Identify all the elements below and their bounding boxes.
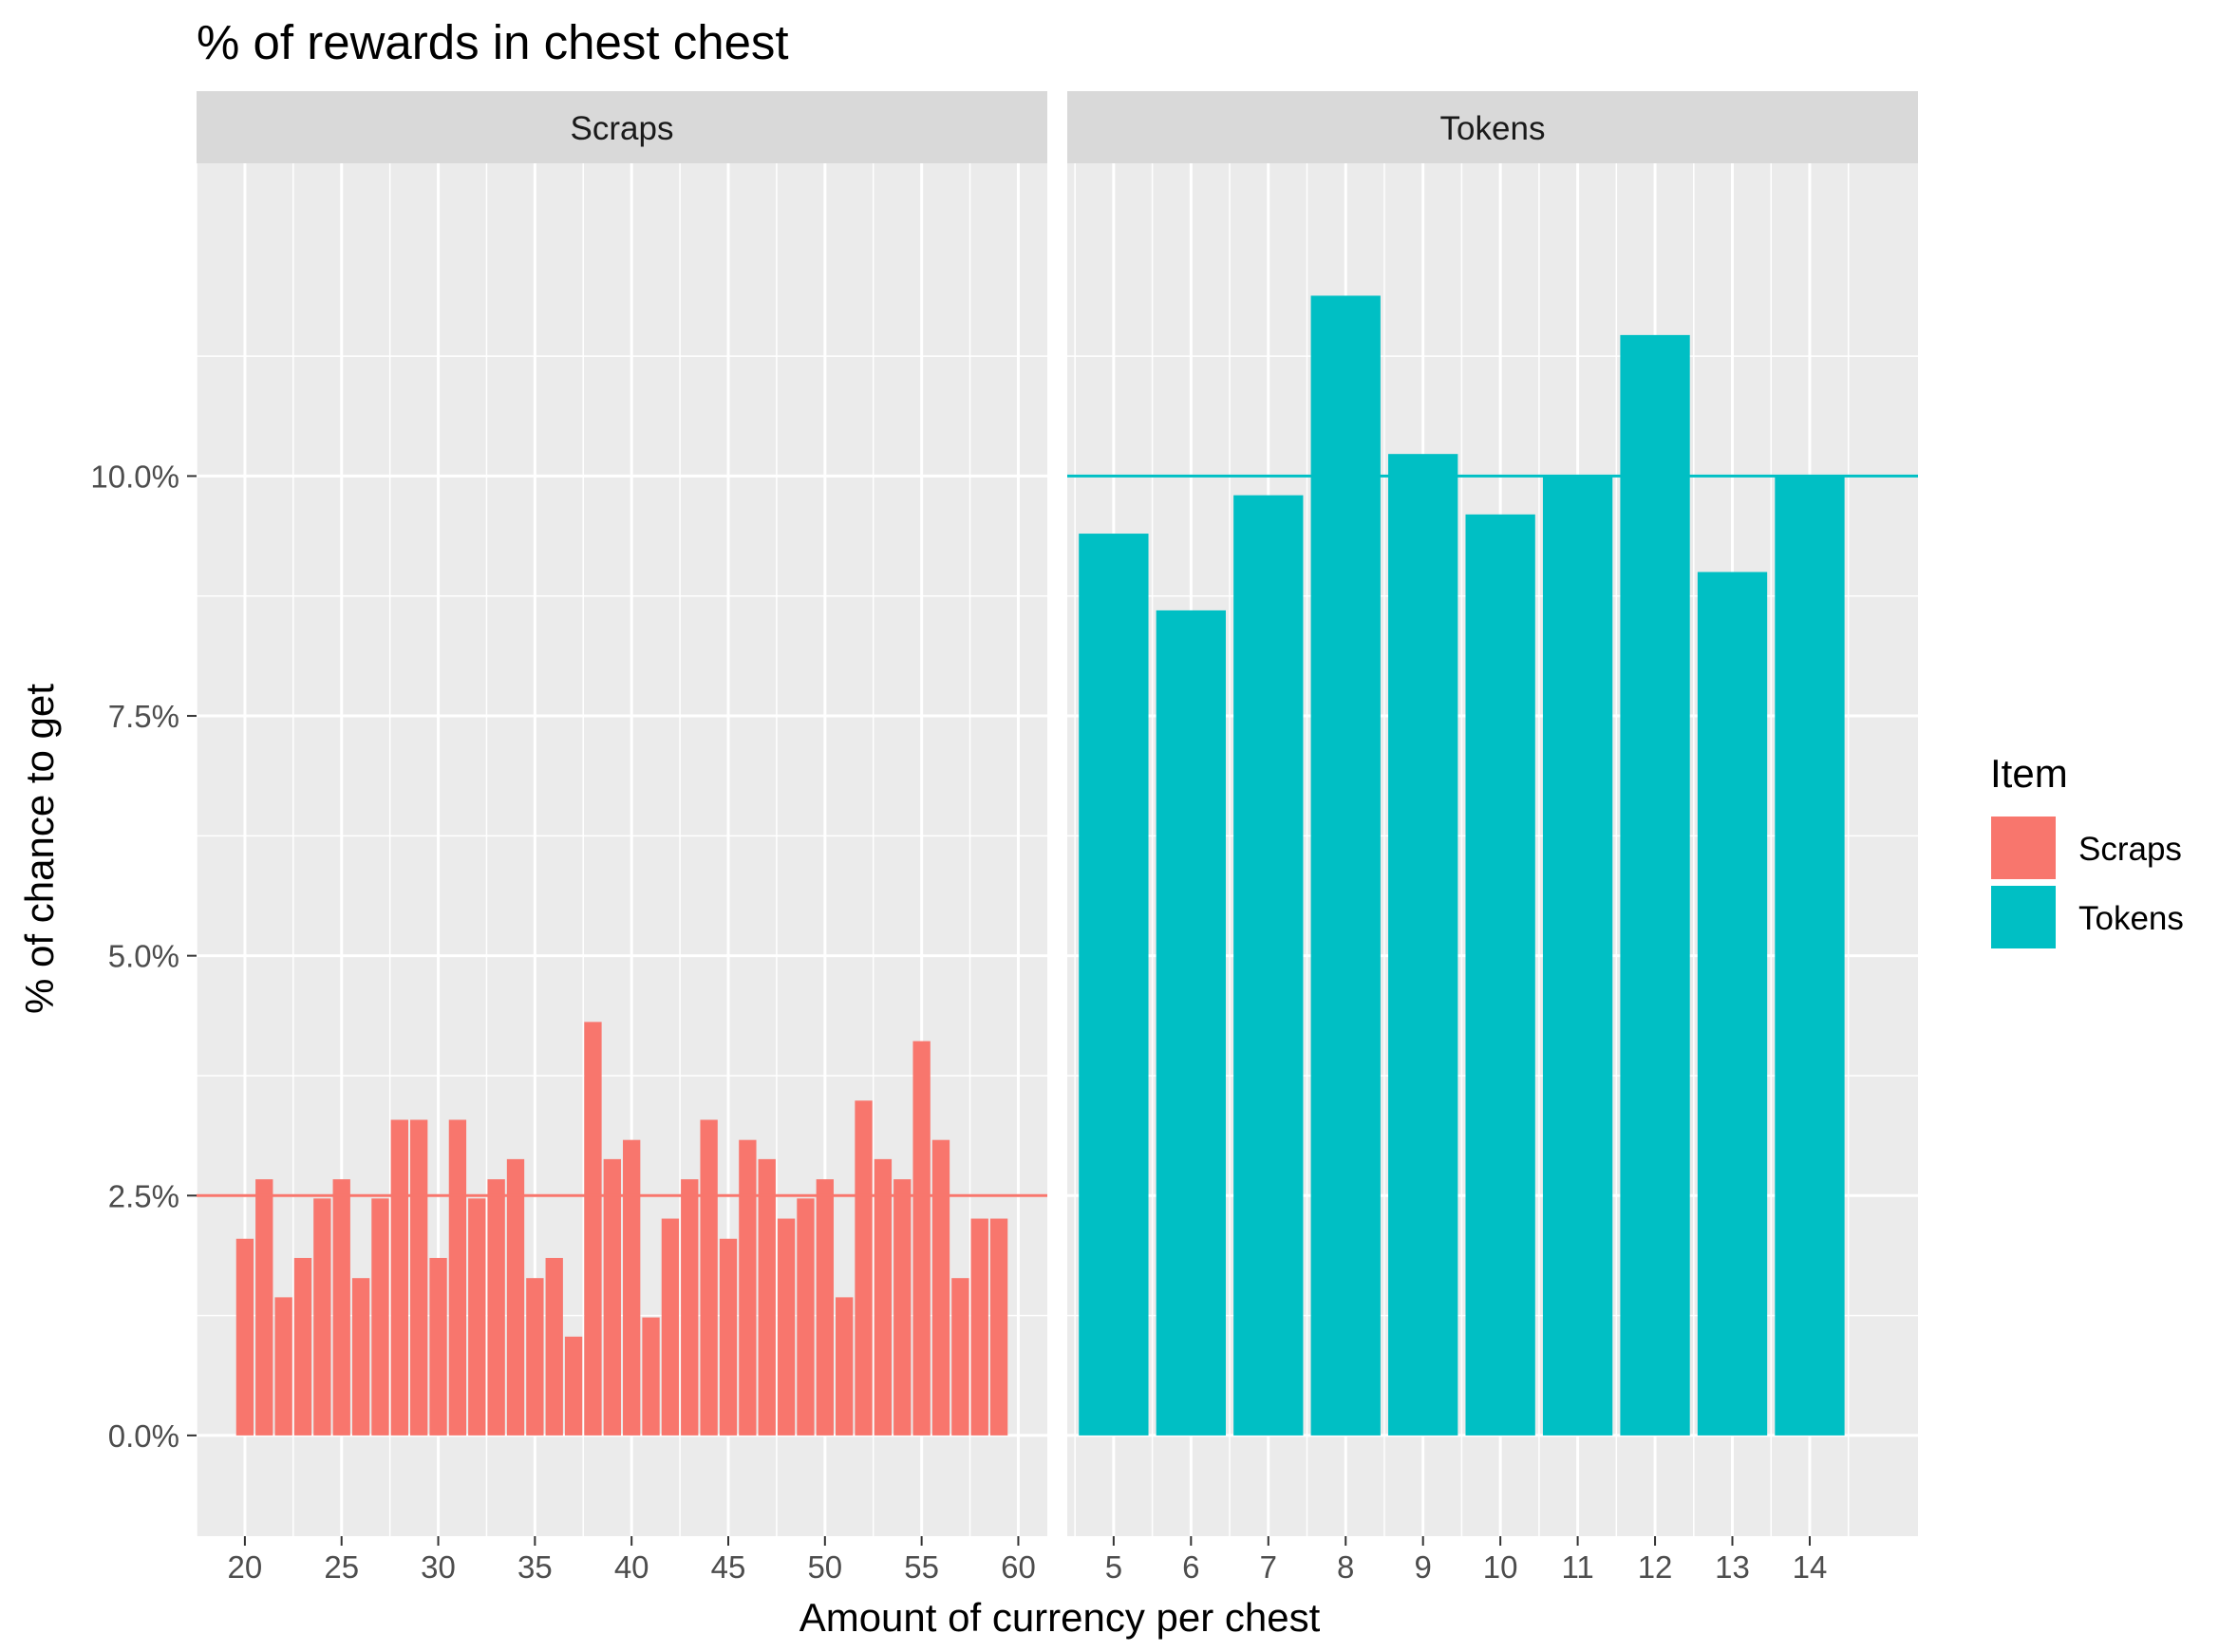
bar-tokens-7 [1233, 495, 1304, 1436]
bar-scraps-56 [931, 1139, 950, 1436]
chart-title: % of rewards in chest chest [197, 15, 789, 69]
bar-scraps-20 [235, 1238, 254, 1436]
x-tick-label-scraps: 40 [614, 1549, 649, 1585]
legend-key-scraps [1991, 817, 2056, 879]
bar-scraps-53 [874, 1158, 893, 1436]
legend-label-tokens: Tokens [2078, 900, 2184, 937]
y-tick-label: 2.5% [108, 1178, 179, 1213]
x-tick-label-tokens: 5 [1105, 1549, 1122, 1585]
legend-title: Item [1990, 751, 2068, 796]
x-tick-label-scraps: 20 [228, 1549, 263, 1585]
x-tick-label-tokens: 8 [1337, 1549, 1354, 1585]
bar-scraps-22 [274, 1297, 292, 1436]
bar-scraps-51 [836, 1297, 854, 1436]
panel-scraps: Scraps 20 25 30 35 40 45 50 55 60 [196, 91, 1047, 1585]
x-tick-label-tokens: 10 [1483, 1549, 1518, 1585]
bar-scraps-52 [855, 1100, 873, 1436]
bar-scraps-38 [584, 1022, 602, 1436]
strip-label-tokens: Tokens [1440, 110, 1546, 147]
x-tick-label-tokens: 6 [1182, 1549, 1199, 1585]
bar-scraps-33 [487, 1179, 505, 1436]
bar-scraps-34 [506, 1158, 525, 1436]
bar-scraps-58 [970, 1218, 988, 1436]
bar-scraps-44 [700, 1119, 718, 1436]
x-tick-label-scraps: 30 [421, 1549, 456, 1585]
bar-scraps-40 [623, 1139, 641, 1436]
y-axis: 0.0% 2.5% 5.0% 7.5% 10.0% [90, 459, 197, 1454]
bar-tokens-9 [1388, 454, 1458, 1436]
x-tick-label-tokens: 12 [1638, 1549, 1673, 1585]
bar-scraps-48 [777, 1218, 796, 1436]
bar-scraps-31 [448, 1119, 467, 1436]
y-tick-label: 0.0% [108, 1418, 179, 1454]
bar-scraps-27 [371, 1198, 389, 1436]
bar-scraps-54 [893, 1179, 912, 1436]
x-tick-label-tokens: 9 [1415, 1549, 1432, 1585]
x-tick-label-tokens: 13 [1715, 1549, 1750, 1585]
bar-scraps-39 [603, 1158, 621, 1436]
bar-scraps-32 [468, 1198, 486, 1436]
bar-scraps-55 [912, 1041, 931, 1436]
strip-tokens [1067, 91, 1918, 163]
bar-scraps-28 [390, 1119, 408, 1436]
y-tick-label: 5.0% [108, 939, 179, 974]
bar-tokens-8 [1310, 295, 1381, 1436]
x-tick-label-tokens: 7 [1260, 1549, 1277, 1585]
bar-scraps-24 [313, 1198, 331, 1436]
legend: Item Scraps Tokens [1990, 751, 2184, 948]
bar-tokens-12 [1620, 334, 1690, 1436]
bar-scraps-29 [410, 1119, 428, 1436]
x-tick-label-scraps: 55 [904, 1549, 939, 1585]
x-tick-label-scraps: 60 [1001, 1549, 1036, 1585]
bar-scraps-59 [989, 1218, 1008, 1436]
bar-scraps-37 [564, 1336, 583, 1436]
bar-scraps-50 [816, 1179, 834, 1436]
bar-scraps-57 [951, 1278, 969, 1436]
bar-scraps-47 [758, 1158, 776, 1436]
bar-tokens-14 [1775, 476, 1845, 1436]
bar-scraps-21 [255, 1179, 273, 1436]
x-tick-label-scraps: 25 [324, 1549, 359, 1585]
strip-label-scraps: Scraps [571, 110, 674, 147]
y-axis-title: % of chance to get [17, 684, 62, 1014]
bar-scraps-43 [681, 1179, 699, 1436]
bar-tokens-10 [1465, 514, 1535, 1436]
bar-tokens-5 [1079, 534, 1149, 1436]
bar-scraps-23 [293, 1257, 312, 1436]
x-tick-label-tokens: 11 [1561, 1549, 1593, 1585]
bar-scraps-35 [526, 1278, 544, 1436]
bar-scraps-26 [351, 1278, 370, 1436]
y-tick-label: 7.5% [108, 699, 179, 734]
strip-scraps [197, 91, 1047, 163]
x-axis-title: Amount of currency per chest [799, 1595, 1321, 1640]
bar-scraps-46 [739, 1139, 757, 1436]
bar-scraps-41 [642, 1317, 660, 1436]
bar-tokens-11 [1542, 476, 1613, 1436]
x-tick-label-scraps: 45 [711, 1549, 746, 1585]
bar-tokens-6 [1156, 610, 1226, 1436]
legend-key-tokens [1991, 886, 2056, 948]
y-tick-label: 10.0% [90, 459, 179, 494]
bar-scraps-25 [332, 1179, 350, 1436]
x-tick-label-tokens: 14 [1793, 1549, 1828, 1585]
facet-panels: Scraps 20 25 30 35 40 45 50 55 60 Tokens 5 6 7 8 9 10 11 1… [196, 91, 1918, 1585]
x-tick-label-scraps: 35 [517, 1549, 553, 1585]
bar-scraps-30 [429, 1257, 447, 1436]
bar-scraps-36 [545, 1257, 563, 1436]
bar-scraps-49 [797, 1198, 815, 1436]
panel-tokens: Tokens 5 6 7 8 9 10 11 12 13 14 [1067, 91, 1918, 1585]
bar-scraps-45 [719, 1238, 738, 1436]
bar-scraps-42 [661, 1218, 680, 1436]
legend-label-scraps: Scraps [2078, 831, 2182, 868]
bar-tokens-13 [1697, 572, 1768, 1436]
x-tick-label-scraps: 50 [807, 1549, 842, 1585]
